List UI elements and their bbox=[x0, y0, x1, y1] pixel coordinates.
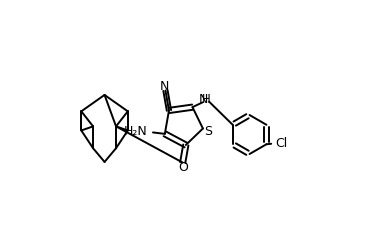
Text: O: O bbox=[178, 161, 188, 174]
Text: N: N bbox=[198, 93, 208, 106]
Text: H₂N: H₂N bbox=[124, 125, 148, 138]
Text: S: S bbox=[204, 125, 212, 138]
Text: N: N bbox=[160, 80, 169, 93]
Text: H: H bbox=[201, 93, 210, 106]
Text: Cl: Cl bbox=[276, 137, 288, 150]
